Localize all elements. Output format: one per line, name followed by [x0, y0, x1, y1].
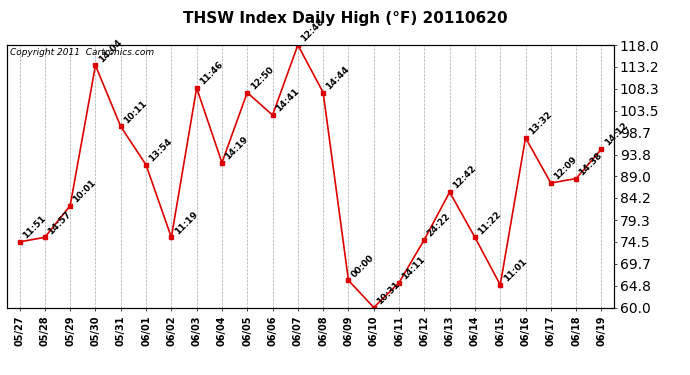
Text: 10:11: 10:11 [122, 99, 148, 125]
Text: 13:32: 13:32 [527, 110, 553, 136]
Text: 12:42: 12:42 [451, 164, 477, 191]
Text: 14:38: 14:38 [578, 150, 604, 177]
Text: 10:31: 10:31 [375, 280, 402, 306]
Text: THSW Index Daily High (°F) 20110620: THSW Index Daily High (°F) 20110620 [183, 11, 507, 26]
Text: 14:11: 14:11 [400, 255, 427, 281]
Text: 14:57: 14:57 [46, 209, 73, 236]
Text: 11:51: 11:51 [21, 214, 48, 240]
Text: 11:46: 11:46 [198, 60, 225, 87]
Text: 14:41: 14:41 [274, 87, 301, 114]
Text: 10:01: 10:01 [72, 178, 98, 204]
Text: 14:44: 14:44 [324, 64, 351, 91]
Text: 14:19: 14:19 [224, 135, 250, 161]
Text: 11:19: 11:19 [172, 209, 199, 236]
Text: 12:50: 12:50 [248, 64, 275, 91]
Text: 11:22: 11:22 [476, 209, 503, 236]
Text: 14:04: 14:04 [97, 37, 124, 64]
Text: 12:09: 12:09 [552, 155, 579, 182]
Text: 24:22: 24:22 [426, 211, 453, 238]
Text: 12:48: 12:48 [299, 17, 326, 44]
Text: 00:00: 00:00 [350, 253, 376, 279]
Text: Copyright 2011  Cartronics.com: Copyright 2011 Cartronics.com [10, 48, 154, 57]
Text: 11:01: 11:01 [502, 257, 528, 284]
Text: 13:54: 13:54 [148, 137, 174, 164]
Text: 14:12: 14:12 [603, 121, 629, 148]
